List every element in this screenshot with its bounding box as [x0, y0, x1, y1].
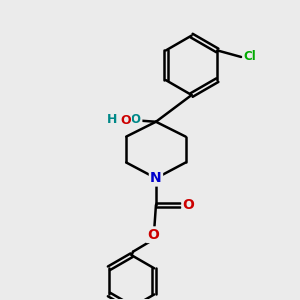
Text: O: O: [120, 114, 130, 127]
Text: O: O: [147, 228, 159, 242]
Text: O: O: [183, 198, 195, 212]
Text: H: H: [107, 113, 117, 126]
Text: H - O: H - O: [108, 113, 141, 126]
Text: Cl: Cl: [244, 50, 256, 64]
Text: N: N: [150, 171, 162, 185]
